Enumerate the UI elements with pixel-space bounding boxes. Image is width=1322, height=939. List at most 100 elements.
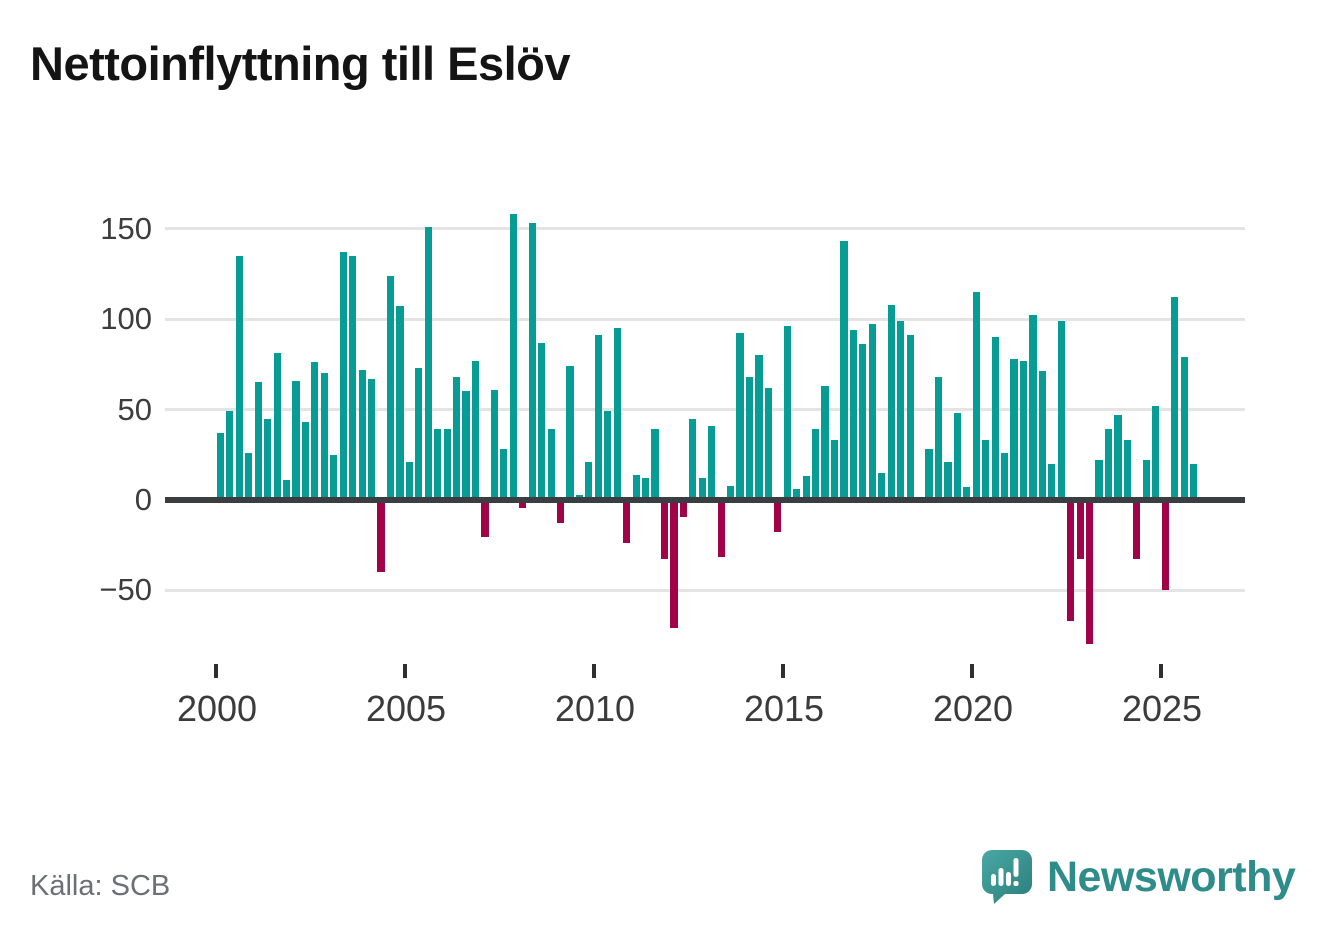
bar-2023-q2 [1095, 460, 1103, 500]
bar-2004-q4 [396, 306, 404, 500]
bar-2003-q3 [349, 255, 357, 500]
bar-2001-q3 [273, 353, 281, 500]
bar-2003-q1 [330, 454, 338, 500]
bar-2012-q2 [679, 503, 687, 518]
bar-2016-q1 [821, 385, 829, 500]
bar-2021-q3 [1029, 315, 1037, 500]
bar-2019-q3 [953, 413, 961, 500]
x-axis-label-2015: 2015 [743, 688, 825, 729]
bar-2002-q3 [311, 362, 319, 500]
bar-2020-q2 [982, 440, 990, 500]
x-tick-2000 [214, 664, 218, 678]
bar-2005-q1 [405, 461, 413, 500]
bar-2011-q3 [651, 429, 659, 500]
bar-2014-q3 [764, 387, 772, 500]
x-tick-2020 [970, 664, 974, 678]
bar-2007-q4 [509, 214, 517, 500]
bar-2010-q4 [623, 503, 631, 543]
bar-2009-q4 [585, 461, 593, 500]
gridline-100 [165, 317, 1245, 321]
bar-2005-q3 [424, 226, 432, 500]
bar-2014-q4 [774, 503, 782, 532]
bar-2023-q3 [1104, 429, 1113, 500]
bar-2000-q3 [235, 255, 243, 500]
bar-2015-q1 [783, 326, 791, 500]
bar-2002-q4 [320, 373, 328, 500]
bar-2022-q4 [1076, 503, 1084, 560]
bar-2019-q4 [963, 487, 971, 500]
bar-2019-q2 [944, 461, 952, 500]
y-axis-label-0: 0 [134, 482, 152, 517]
bar-2013-q2 [717, 503, 725, 558]
bar-2003-q4 [358, 369, 366, 500]
bar-2020-q1 [972, 291, 980, 500]
bar-2024-q4 [1152, 405, 1160, 500]
bar-2025-q4 [1189, 463, 1198, 500]
bar-2011-q2 [641, 478, 650, 500]
bar-2008-q4 [547, 429, 555, 500]
bar-2012-q1 [670, 503, 678, 628]
x-tick-2025 [1159, 664, 1163, 678]
bar-2023-q1 [1086, 503, 1094, 645]
y-axis-label-50: 50 [117, 392, 152, 427]
bar-2008-q2 [528, 223, 536, 500]
bar-2022-q1 [1048, 463, 1056, 500]
bar-2018-q2 [906, 335, 914, 500]
bar-2003-q2 [339, 252, 347, 500]
bar-2010-q2 [604, 411, 612, 500]
bar-2024-q3 [1142, 460, 1150, 500]
bar-2014-q2 [755, 355, 763, 500]
bar-2009-q1 [556, 503, 565, 523]
bar-2016-q2 [830, 440, 839, 500]
bar-2001-q4 [282, 480, 291, 500]
bar-2001-q1 [254, 382, 262, 500]
bar-2002-q2 [301, 422, 310, 500]
newsworthy-logo-icon [982, 850, 1032, 904]
bar-2014-q1 [745, 376, 754, 500]
bar-2019-q1 [934, 376, 943, 500]
bar-2017-q2 [868, 324, 876, 500]
bar-2024-q2 [1133, 503, 1141, 560]
bar-2016-q3 [840, 241, 848, 500]
bar-2002-q1 [292, 380, 300, 500]
y-axis-label-100: 100 [100, 301, 152, 336]
gridline--50 [165, 589, 1245, 592]
bar-2021-q1 [1010, 358, 1018, 500]
bar-2006-q2 [453, 376, 461, 500]
bar-2018-q4 [925, 449, 933, 500]
bar-2004-q3 [386, 275, 395, 500]
gridline-50 [165, 408, 1245, 411]
gridline-150 [165, 227, 1245, 230]
chart-title: Nettoinflyttning till Eslöv [30, 37, 571, 90]
bar-2010-q1 [594, 335, 602, 500]
bar-2023-q4 [1114, 414, 1122, 500]
x-tick-2005 [403, 664, 407, 678]
bar-2015-q4 [812, 429, 820, 500]
bar-2012-q4 [698, 478, 706, 500]
y-axis-label-150: 150 [100, 211, 152, 246]
x-axis-label-2010: 2010 [554, 688, 636, 729]
bar-2011-q1 [632, 474, 640, 500]
bar-2015-q2 [793, 489, 801, 500]
bar-2013-q4 [736, 333, 744, 500]
bar-2006-q1 [443, 429, 451, 500]
bar-2013-q1 [708, 425, 716, 500]
bar-2007-q3 [500, 449, 508, 500]
bar-2008-q3 [538, 342, 546, 500]
bar-2009-q2 [566, 366, 574, 500]
bar-2020-q3 [991, 337, 999, 500]
bar-2025-q2 [1171, 297, 1179, 500]
x-tick-2015 [781, 664, 785, 678]
bar-2004-q2 [377, 503, 385, 572]
bar-2007-q1 [481, 503, 489, 538]
x-tick-2010 [592, 664, 596, 678]
bar-2004-q1 [367, 378, 376, 500]
bar-2005-q2 [415, 367, 423, 500]
bar-2020-q4 [1001, 452, 1009, 500]
bar-2000-q4 [245, 452, 253, 500]
zero-axis-line [165, 497, 1245, 503]
x-axis-label-2020: 2020 [932, 688, 1014, 729]
bar-2007-q2 [490, 389, 498, 500]
bar-2000-q2 [226, 411, 234, 500]
